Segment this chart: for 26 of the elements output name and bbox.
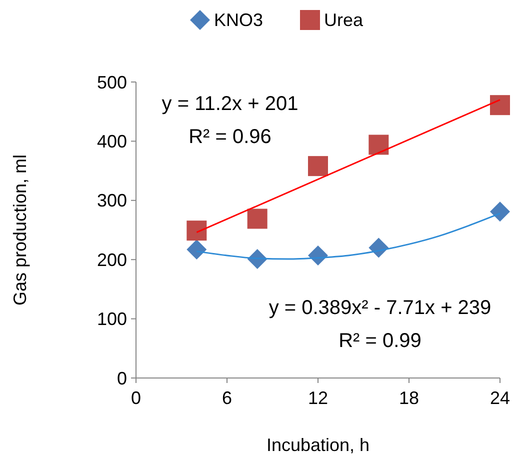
y-tick-label: 0 [116,368,127,388]
x-tick-label: 24 [490,388,510,408]
x-tick-label: 12 [308,388,328,408]
x-axis-title: Incubation, h [266,435,370,455]
legend-label: Urea [324,10,364,30]
annotation: y = 0.389x² - 7.71x + 239 [268,297,492,319]
x-tick-label: 6 [222,388,232,408]
point [368,134,389,155]
x-tick-label: 18 [398,388,420,408]
legend-label: KNO3 [214,10,264,30]
y-tick-label: 100 [96,309,127,330]
y-axis-title: Gas production, ml [10,154,30,306]
y-tick-label: 300 [96,190,127,211]
point [186,240,207,260]
point [490,95,510,116]
y-tick-label: 500 [96,72,127,92]
y-tick-label: 200 [96,250,127,270]
point [186,220,207,241]
point [247,208,268,229]
annotation: R² = 0.96 [188,126,272,148]
annotation: R² = 0.99 [338,330,422,352]
y-tick-label: 400 [96,132,127,152]
x-tick-label: 0 [130,388,142,408]
point [308,156,328,176]
annotation: y = 11.2x + 201 [162,93,298,115]
point [490,202,510,222]
